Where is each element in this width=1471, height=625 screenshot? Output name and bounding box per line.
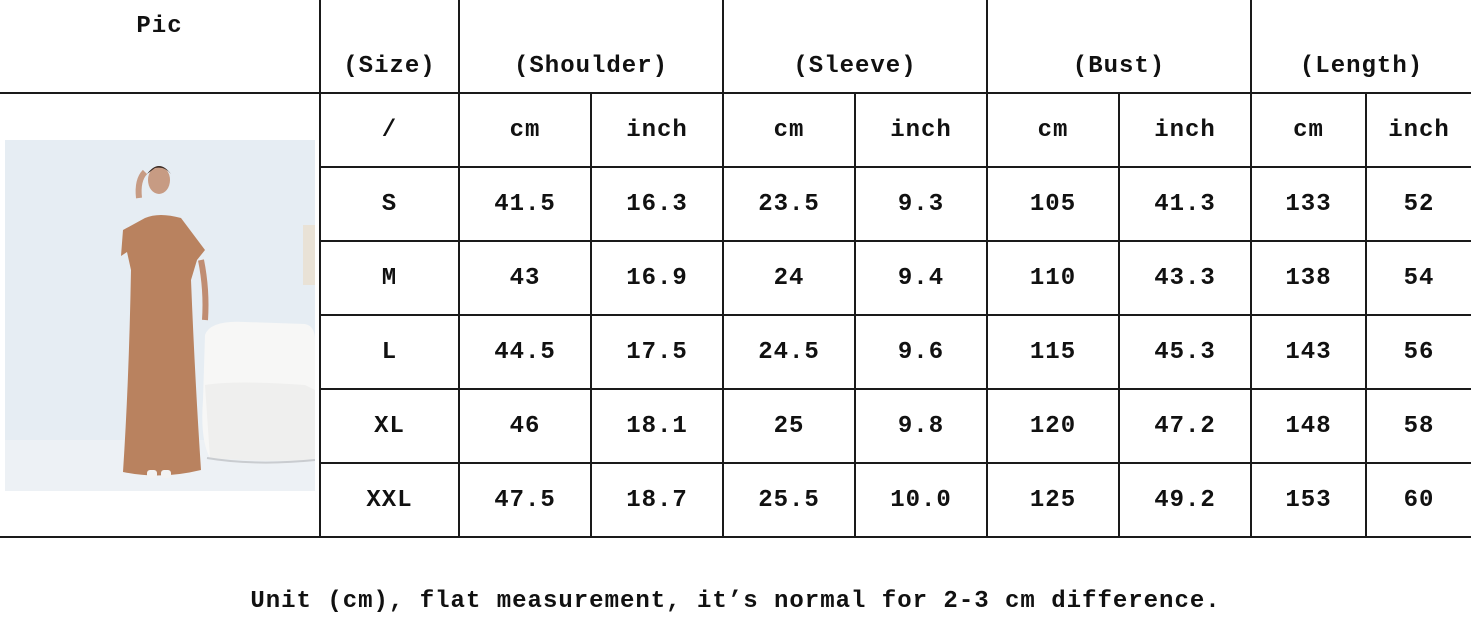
unit-cell: cm — [1250, 92, 1368, 168]
model-photo-cell — [0, 92, 321, 538]
measurement-cell: 46 — [458, 388, 592, 464]
measurement-cell: 41.3 — [1117, 166, 1253, 242]
measurement-cell: 45.3 — [1117, 314, 1253, 390]
unit-cell: cm — [458, 92, 592, 168]
measurement-cell: 54 — [1365, 240, 1471, 316]
measurement-cell: 16.9 — [590, 240, 724, 316]
table-row: XXL 47.5 18.7 25.5 10.0 125 49.2 153 60 — [0, 462, 1471, 538]
measurement-cell: 18.1 — [590, 388, 724, 464]
measurement-cell: 24 — [722, 240, 856, 316]
measurement-cell: 44.5 — [458, 314, 592, 390]
header-row: Pic (Size) (Shoulder) (Sleeve) (Bust) (L… — [0, 0, 1471, 94]
header-bust: (Bust) — [985, 0, 1253, 94]
unit-cell: inch — [854, 92, 988, 168]
size-cell: L — [320, 314, 460, 390]
measurement-cell: 9.8 — [854, 388, 988, 464]
header-pic-label: Pic — [136, 12, 183, 40]
measurement-cell: 125 — [986, 462, 1120, 538]
table-row: M 43 16.9 24 9.4 110 43.3 138 54 — [0, 240, 1471, 316]
unit-cell: inch — [590, 92, 724, 168]
measurement-cell: 153 — [1250, 462, 1368, 538]
measurement-cell: 120 — [986, 388, 1120, 464]
table-row: L 44.5 17.5 24.5 9.6 115 45.3 143 56 — [0, 314, 1471, 390]
size-cell: XXL — [320, 462, 460, 538]
footer-note: Unit (cm), flat measurement, it’s normal… — [250, 588, 1221, 615]
unit-cell: cm — [722, 92, 856, 168]
measurement-cell: 148 — [1250, 388, 1368, 464]
measurement-cell: 58 — [1365, 388, 1471, 464]
measurement-cell: 138 — [1250, 240, 1368, 316]
unit-cell: cm — [986, 92, 1120, 168]
unit-cell: inch — [1117, 92, 1253, 168]
unit-cell: / — [319, 92, 460, 168]
measurement-cell: 24.5 — [722, 314, 856, 390]
measurement-cell: 56 — [1365, 314, 1471, 390]
measurement-cell: 9.4 — [854, 240, 988, 316]
size-cell: M — [320, 240, 460, 316]
measurement-cell: 133 — [1250, 166, 1368, 242]
measurement-cell: 43.3 — [1117, 240, 1253, 316]
measurement-cell: 52 — [1365, 166, 1471, 242]
size-cell: XL — [320, 388, 460, 464]
unit-cell: inch — [1365, 92, 1471, 168]
measurement-cell: 10.0 — [854, 462, 988, 538]
measurement-cell: 17.5 — [590, 314, 724, 390]
measurement-cell: 47.5 — [458, 462, 592, 538]
size-cell: S — [320, 166, 460, 242]
measurement-cell: 105 — [986, 166, 1120, 242]
measurement-cell: 9.6 — [854, 314, 988, 390]
measurement-cell: 60 — [1365, 462, 1471, 538]
measurement-cell: 47.2 — [1117, 388, 1253, 464]
measurement-cell: 110 — [986, 240, 1120, 316]
measurement-cell: 43 — [458, 240, 592, 316]
measurement-cell: 9.3 — [854, 166, 988, 242]
model-photo — [4, 139, 315, 491]
table-row: XL 46 18.1 25 9.8 120 47.2 148 58 — [0, 388, 1471, 464]
header-size: (Size) — [319, 0, 460, 94]
measurement-cell: 23.5 — [722, 166, 856, 242]
measurement-cell: 16.3 — [590, 166, 724, 242]
table-row: S 41.5 16.3 23.5 9.3 105 41.3 133 52 — [0, 166, 1471, 242]
unit-row: / cm inch cm inch cm inch cm inch — [0, 92, 1471, 538]
measurement-cell: 41.5 — [458, 166, 592, 242]
measurement-cell: 143 — [1250, 314, 1368, 390]
header-shoulder: (Shoulder) — [458, 0, 724, 94]
measurement-cell: 18.7 — [590, 462, 724, 538]
header-pic: Pic — [0, 0, 321, 94]
measurement-cell: 49.2 — [1117, 462, 1253, 538]
measurement-cell: 115 — [986, 314, 1120, 390]
size-chart-table: Pic (Size) (Shoulder) (Sleeve) (Bust) (L… — [0, 0, 1471, 538]
header-length: (Length) — [1250, 0, 1471, 94]
header-sleeve: (Sleeve) — [722, 0, 988, 94]
measurement-cell: 25 — [722, 388, 856, 464]
measurement-cell: 25.5 — [722, 462, 856, 538]
